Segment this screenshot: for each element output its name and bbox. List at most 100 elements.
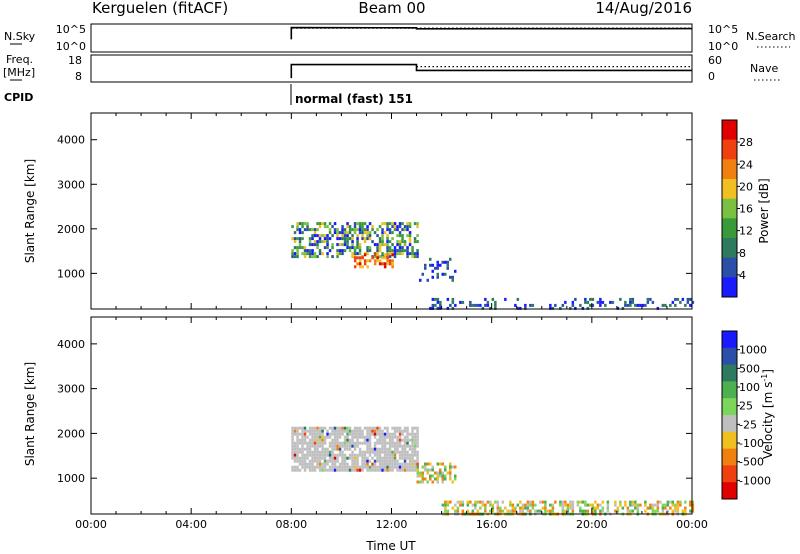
heat-cell — [378, 435, 382, 439]
heat-cell — [381, 462, 384, 466]
heat-cell — [346, 432, 349, 436]
heat-cell — [584, 503, 587, 507]
heat-cell — [338, 435, 342, 439]
heat-cell — [366, 444, 369, 448]
heat-cell — [361, 459, 364, 463]
heat-cell — [576, 503, 580, 507]
heat-cell — [674, 509, 677, 513]
heat-cell — [661, 506, 665, 510]
heat-cell — [421, 477, 424, 481]
heat-cell — [674, 503, 677, 507]
heat-cell — [644, 500, 647, 504]
heat-cell — [363, 435, 367, 439]
heat-cell — [411, 432, 414, 436]
heat-cell — [516, 297, 520, 301]
heat-cell — [449, 465, 452, 469]
heat-cell — [549, 306, 552, 310]
heat-cell — [511, 503, 515, 507]
heat-cell — [371, 447, 374, 451]
heat-cell — [338, 249, 342, 253]
heat-cell — [333, 432, 337, 436]
heat-cell — [686, 297, 690, 301]
heat-cell — [341, 468, 344, 472]
heat-cell — [343, 465, 347, 469]
heat-cell — [434, 477, 437, 481]
heat-cell — [393, 459, 397, 463]
heat-cell — [318, 441, 322, 445]
heat-cell — [343, 237, 347, 241]
heat-cell — [341, 432, 344, 436]
heat-cell — [406, 228, 409, 232]
heat-cell — [581, 306, 585, 310]
heat-cell — [456, 500, 460, 504]
heat-cell — [474, 303, 477, 307]
heat-cell — [348, 228, 352, 232]
heat-cell — [406, 450, 409, 454]
heat-cell — [371, 240, 374, 244]
heat-cell — [321, 435, 324, 439]
heat-cell — [504, 297, 507, 301]
heat-cell — [411, 249, 414, 253]
nsky-panel: N.Sky 10^5 10^0 10^5 10^0 N.Search — [4, 23, 796, 53]
heat-cell — [331, 429, 334, 433]
heat-cell — [381, 429, 384, 433]
heat-cell — [413, 450, 417, 454]
heat-cell — [338, 465, 342, 469]
heat-cell — [313, 447, 317, 451]
heat-cell — [411, 435, 414, 439]
colorbar-swatch — [722, 465, 737, 483]
heat-cell — [451, 465, 454, 469]
heat-cell — [346, 426, 349, 430]
heat-cell — [331, 426, 334, 430]
heat-cell — [396, 459, 399, 463]
header-beam: Beam 00 — [358, 0, 425, 17]
heat-cell — [326, 435, 329, 439]
heat-cell — [311, 468, 314, 472]
heat-cell — [301, 462, 304, 466]
heat-cell — [436, 471, 439, 475]
heat-cell — [323, 225, 327, 229]
heat-cell — [441, 272, 444, 276]
heat-cell — [296, 465, 299, 469]
heat-cell — [511, 506, 515, 510]
heat-cell — [318, 438, 322, 442]
heat-cell — [416, 435, 419, 439]
heat-cell — [363, 459, 367, 463]
heat-cell — [301, 456, 304, 460]
heat-cell — [421, 471, 424, 475]
heat-cell — [373, 435, 377, 439]
heat-cell — [373, 255, 377, 259]
heat-cell — [441, 480, 444, 484]
heat-cell — [313, 438, 317, 442]
heat-cell — [308, 447, 312, 451]
heat-cell — [373, 447, 377, 451]
heat-cell — [439, 263, 442, 267]
heat-cell — [358, 249, 362, 253]
heat-cell — [328, 249, 332, 253]
heat-cell — [391, 465, 394, 469]
colorbar-swatch — [722, 415, 737, 433]
heat-cell — [291, 441, 294, 445]
heat-cell — [566, 509, 570, 513]
heat-cell — [406, 438, 409, 442]
heat-cell — [584, 509, 587, 513]
heat-cell — [376, 228, 379, 232]
heat-cell — [358, 225, 362, 229]
heat-cell — [474, 500, 477, 504]
heat-cell — [406, 453, 409, 457]
y-tick-label: 1000 — [57, 472, 85, 485]
heat-cell — [591, 297, 595, 301]
heat-cell — [619, 503, 622, 507]
heat-cell — [361, 450, 364, 454]
heat-cell — [368, 465, 372, 469]
heat-cell — [356, 453, 359, 457]
heat-cell — [419, 480, 422, 484]
heat-cell — [391, 441, 394, 445]
heat-cell — [293, 456, 297, 460]
heat-cell — [318, 459, 322, 463]
heat-cell — [376, 453, 379, 457]
heat-cell — [391, 459, 394, 463]
heat-cell — [298, 450, 302, 454]
heat-cell — [298, 438, 302, 442]
heat-cell — [421, 480, 424, 484]
